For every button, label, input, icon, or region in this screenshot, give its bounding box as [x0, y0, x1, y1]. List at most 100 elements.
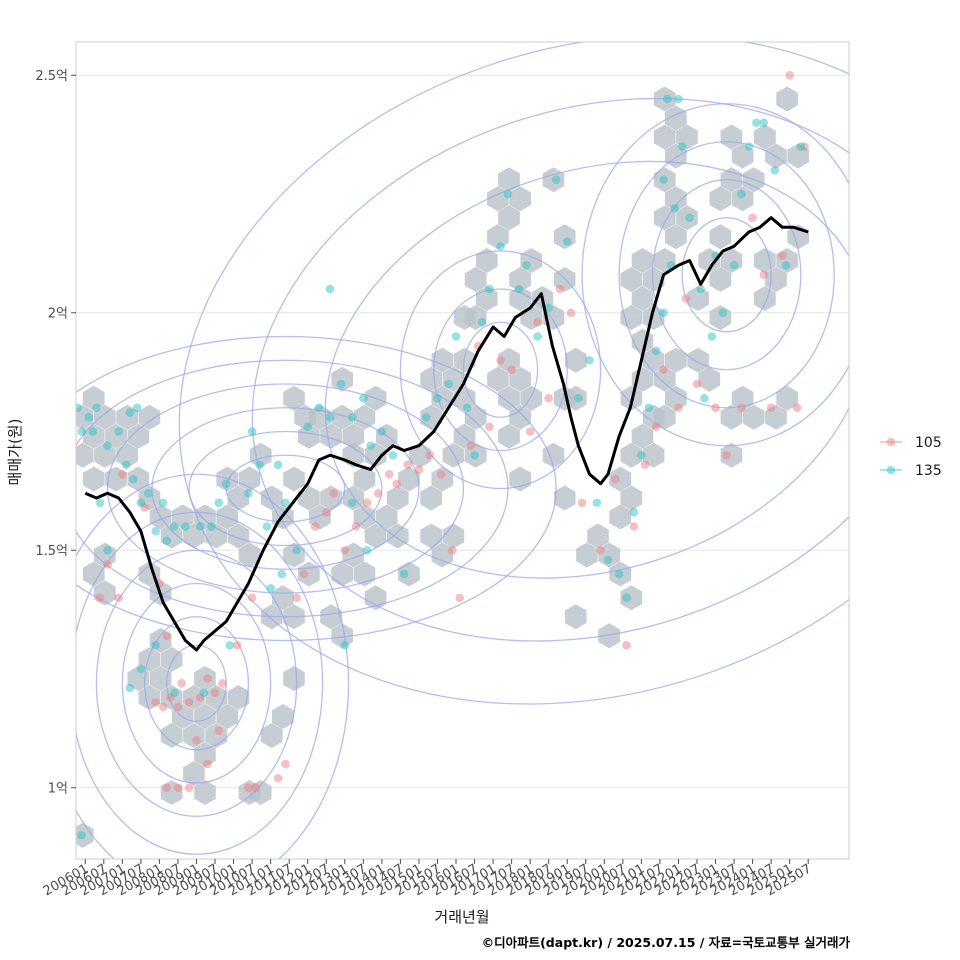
scatter-point-135	[622, 593, 631, 603]
density-contour	[76, 473, 350, 859]
scatter-point-105	[414, 465, 424, 474]
hexbin-cell	[331, 366, 353, 392]
hexbin-cell	[509, 186, 531, 212]
scatter-point-105	[162, 631, 172, 641]
scatter-point-105	[351, 522, 361, 531]
hexbin-cell	[509, 404, 531, 430]
hexbin-cell	[83, 561, 105, 587]
hexbin-cell	[149, 666, 172, 691]
hexbin-cell	[564, 347, 587, 373]
hexbin-cell	[387, 485, 409, 511]
scatter-point-105	[321, 507, 331, 517]
y-tick-label: 1.5억	[35, 544, 68, 559]
scatter-point-135	[255, 460, 264, 470]
hexbin-cell	[498, 167, 520, 193]
scatter-point-135	[221, 479, 231, 489]
hexbin-cell	[720, 404, 743, 430]
scatter-point-135	[169, 688, 179, 698]
hexbin-cell	[298, 423, 320, 449]
density-contour	[462, 321, 539, 418]
scatter-point-135	[84, 412, 94, 422]
density-contour	[178, 42, 849, 705]
hexbin-cell	[754, 124, 776, 150]
scatter-point-105	[629, 522, 639, 531]
scatter-point-105	[162, 783, 172, 793]
hexbin-cell	[653, 205, 676, 231]
scatter-point-135	[129, 474, 138, 484]
hexbin-cell	[127, 666, 150, 691]
hexbin-cell	[353, 404, 376, 430]
scatter-point-135	[314, 403, 324, 413]
scatter-point-135	[277, 569, 287, 579]
scatter-point-105	[766, 403, 776, 413]
density-contour	[188, 430, 383, 547]
scatter-point-135	[663, 94, 672, 104]
hexbin-cell	[620, 485, 643, 511]
scatter-point-135	[225, 640, 235, 650]
scatter-point-105	[759, 270, 769, 280]
hexbin-cell	[116, 442, 138, 468]
scatter-point-135	[744, 142, 754, 151]
scatter-point-105	[299, 569, 309, 579]
scatter-point-105	[681, 294, 691, 303]
hexbin-cell	[398, 561, 420, 587]
scatter-point-135	[388, 450, 398, 460]
hexbin-cell	[320, 604, 342, 630]
scatter-point-105	[577, 498, 587, 508]
scatter-point-105	[340, 545, 350, 555]
scatter-point-135	[325, 284, 335, 294]
scatter-points-layer	[76, 70, 809, 840]
scatter-point-135	[199, 688, 209, 698]
hexbin-cell	[331, 623, 353, 649]
hexbin-cell	[194, 704, 216, 729]
scatter-point-135	[707, 332, 717, 341]
legend-label: 105	[915, 435, 942, 451]
hexbin-cell	[216, 704, 239, 729]
scatter-point-135	[103, 441, 112, 451]
scatter-point-105	[292, 593, 301, 603]
hexbin-cell	[720, 442, 743, 468]
hexbin-cell	[272, 704, 294, 729]
y-tick-label: 1억	[48, 781, 68, 796]
density-contour-layer	[76, 42, 849, 859]
scatter-point-135	[544, 303, 553, 313]
scatter-point-135	[207, 522, 216, 531]
hexbin-cell	[238, 542, 261, 568]
scatter-point-105	[711, 403, 720, 413]
plot-panel-border	[75, 41, 850, 860]
scatter-point-105	[777, 251, 787, 261]
scatter-point-105	[448, 545, 457, 555]
scatter-point-105	[722, 450, 731, 460]
density-contour	[251, 97, 849, 642]
hexbin-cell	[442, 523, 465, 549]
hexbin-cell	[353, 466, 376, 492]
hexbin-cell	[498, 205, 520, 231]
scatter-point-135	[637, 450, 646, 460]
scatter-point-105	[214, 726, 224, 736]
scatter-point-135	[151, 526, 161, 536]
hexbin-cell	[587, 523, 609, 549]
scatter-point-105	[674, 403, 683, 413]
scatter-point-135	[759, 118, 769, 128]
y-tick-label: 2.5억	[35, 69, 68, 84]
hexbin-cell	[698, 366, 721, 392]
hexbin-cell	[576, 542, 598, 568]
scatter-point-135	[92, 403, 101, 413]
scatter-point-135	[77, 427, 86, 436]
scatter-point-135	[162, 536, 172, 546]
scatter-point-135	[659, 308, 668, 318]
scatter-point-105	[748, 213, 757, 223]
scatter-point-135	[422, 412, 431, 422]
scatter-point-105	[103, 560, 112, 569]
hexbin-cell	[227, 685, 250, 710]
scatter-point-105	[622, 640, 631, 650]
scatter-point-135	[496, 241, 505, 251]
scatter-point-135	[462, 403, 472, 413]
hexbin-cell	[653, 366, 676, 392]
hexbin-cell	[687, 347, 709, 373]
density-contour	[106, 383, 465, 594]
scatter-point-135	[95, 498, 105, 508]
scatter-point-105	[151, 697, 161, 707]
scatter-point-105	[218, 678, 227, 688]
scatter-point-135	[347, 498, 357, 508]
